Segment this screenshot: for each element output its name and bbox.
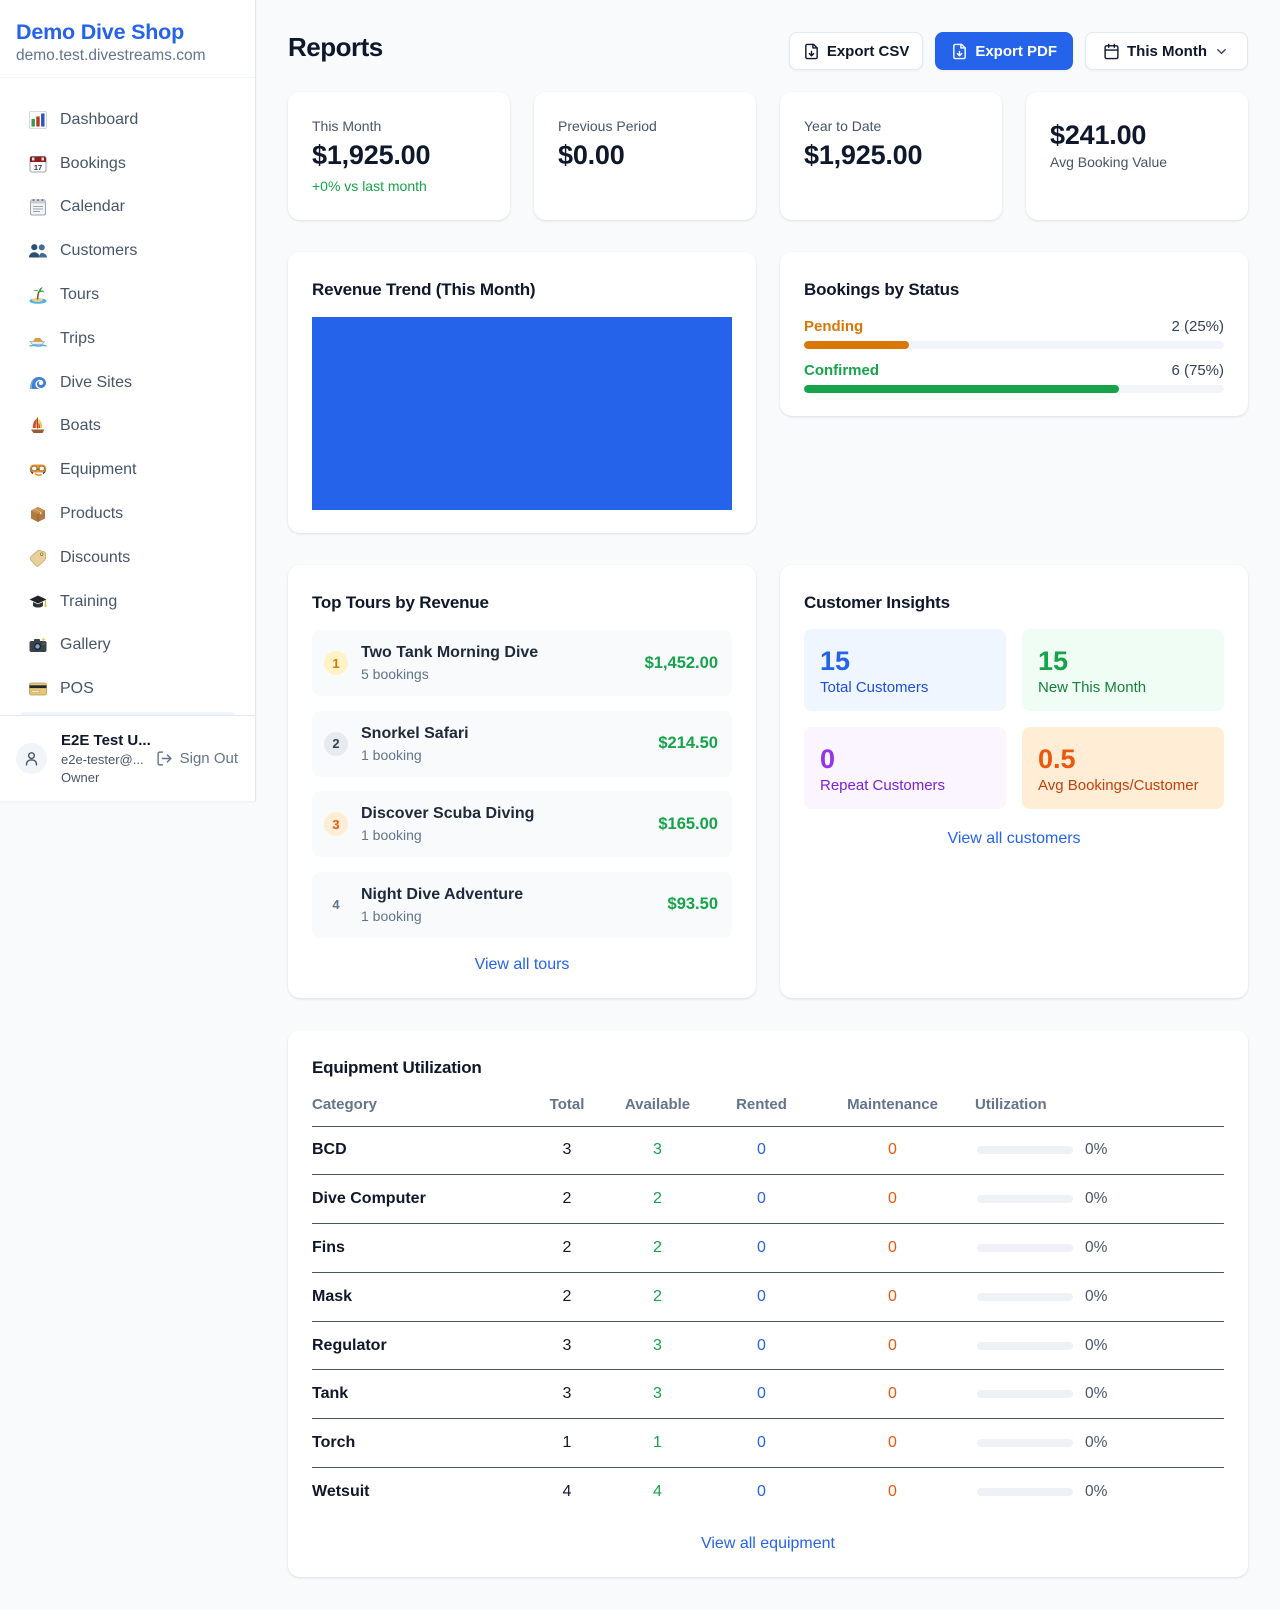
svg-text:17: 17 bbox=[34, 163, 42, 172]
